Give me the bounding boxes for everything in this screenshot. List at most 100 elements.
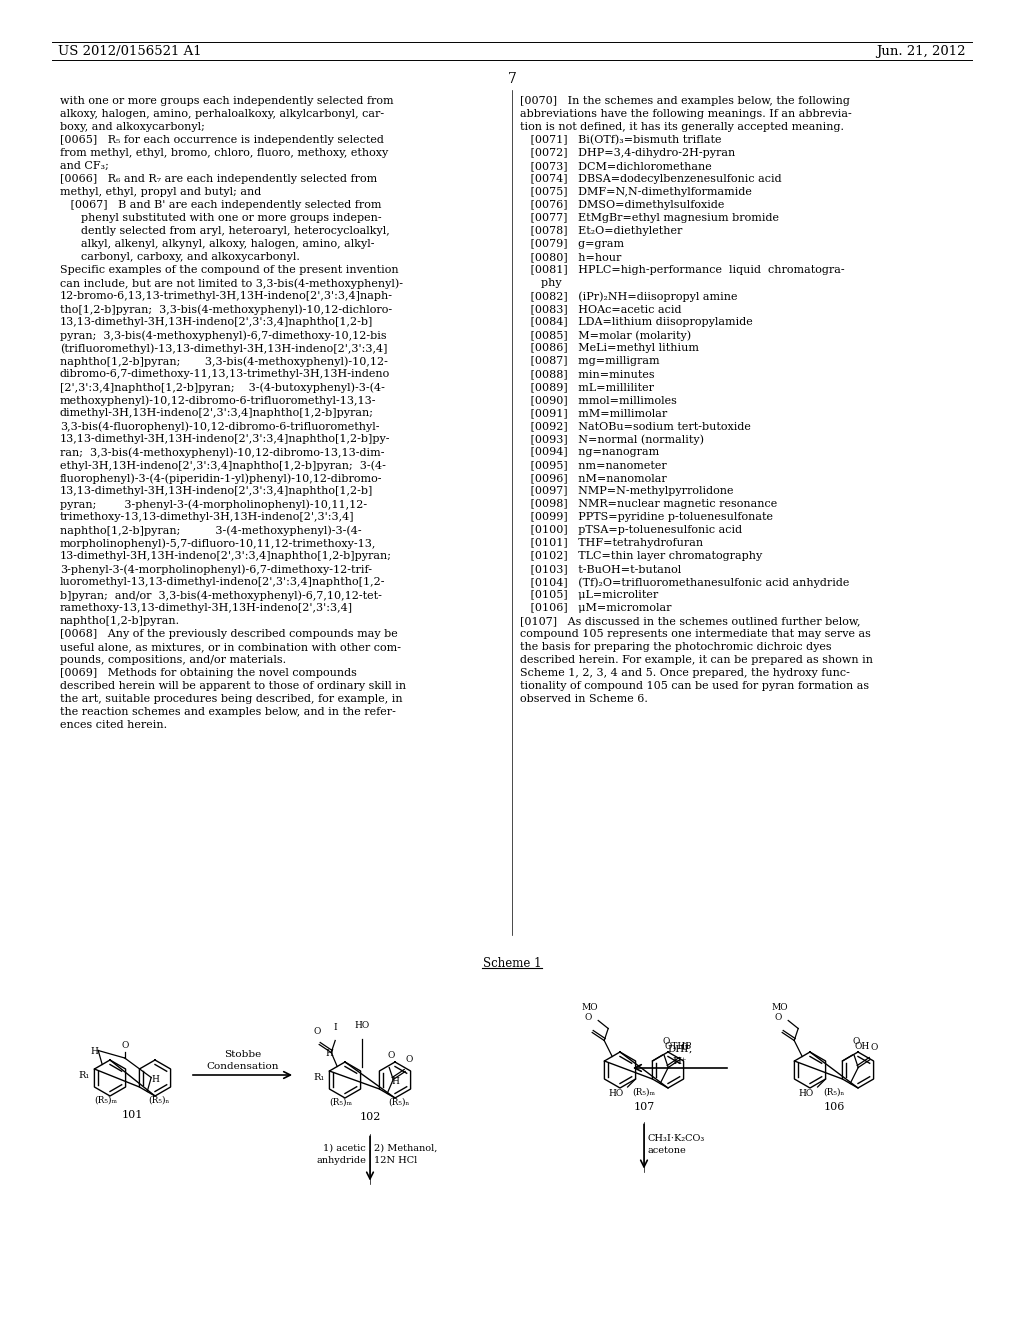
Text: boxy, and alkoxycarbonyl;: boxy, and alkoxycarbonyl; (60, 121, 205, 132)
Text: methyl, ethyl, propyl and butyl; and: methyl, ethyl, propyl and butyl; and (60, 187, 261, 197)
Text: H⁺: H⁺ (673, 1057, 687, 1067)
Text: (R₅)ₘ: (R₅)ₘ (94, 1096, 118, 1105)
Text: CH₃I·K₂CO₃: CH₃I·K₂CO₃ (648, 1134, 706, 1143)
Text: [0095]   nm=nanometer: [0095] nm=nanometer (520, 459, 667, 470)
Text: O: O (681, 1043, 688, 1052)
Text: trimethoxy-13,13-dimethyl-3H,13H-indeno[2',3':3,4]: trimethoxy-13,13-dimethyl-3H,13H-indeno[… (60, 512, 354, 521)
Text: ethyl-3H,13H-indeno[2',3':3,4]naphtho[1,2-b]pyran;  3-(4-: ethyl-3H,13H-indeno[2',3':3,4]naphtho[1,… (60, 459, 386, 470)
Text: [0101]   THF=tetrahydrofuran: [0101] THF=tetrahydrofuran (520, 539, 703, 548)
Text: carbonyl, carboxy, and alkoxycarbonyl.: carbonyl, carboxy, and alkoxycarbonyl. (60, 252, 300, 261)
Text: [0071]   Bi(OTf)₃=bismuth triflate: [0071] Bi(OTf)₃=bismuth triflate (520, 135, 722, 145)
Text: abbreviations have the following meanings. If an abbrevia-: abbreviations have the following meaning… (520, 110, 852, 119)
Text: naphtho[1,2-b]pyran;       3,3-bis(4-methoxyphenyl)-10,12-: naphtho[1,2-b]pyran; 3,3-bis(4-methoxyph… (60, 356, 388, 367)
Text: described herein. For example, it can be prepared as shown in: described herein. For example, it can be… (520, 655, 873, 665)
Text: 106: 106 (823, 1101, 845, 1111)
Text: H: H (90, 1048, 98, 1056)
Text: OTHP: OTHP (665, 1041, 692, 1051)
Text: Scheme 1, 2, 3, 4 and 5. Once prepared, the hydroxy func-: Scheme 1, 2, 3, 4 and 5. Once prepared, … (520, 668, 850, 678)
Text: [0087]   mg=milligram: [0087] mg=milligram (520, 356, 659, 366)
Text: (R₅)ₘ: (R₅)ₘ (633, 1088, 655, 1097)
Text: [0074]   DBSA=dodecylbenzenesulfonic acid: [0074] DBSA=dodecylbenzenesulfonic acid (520, 174, 781, 183)
Text: [0066]   R₆ and R₇ are each independently selected from: [0066] R₆ and R₇ are each independently … (60, 174, 377, 183)
Text: 1) acetic: 1) acetic (324, 1144, 366, 1152)
Text: H: H (326, 1049, 333, 1059)
Text: useful alone, as mixtures, or in combination with other com-: useful alone, as mixtures, or in combina… (60, 642, 401, 652)
Text: with one or more groups each independently selected from: with one or more groups each independent… (60, 96, 393, 106)
Text: [0067]   B and B' are each independently selected from: [0067] B and B' are each independently s… (60, 201, 382, 210)
Text: the reaction schemes and examples below, and in the refer-: the reaction schemes and examples below,… (60, 708, 396, 717)
Text: O: O (313, 1027, 321, 1036)
Text: 102: 102 (359, 1111, 381, 1122)
Text: [0092]   NatOBu=sodium tert-butoxide: [0092] NatOBu=sodium tert-butoxide (520, 421, 751, 432)
Text: [0078]   Et₂O=diethylether: [0078] Et₂O=diethylether (520, 226, 682, 236)
Text: R₁: R₁ (79, 1072, 90, 1081)
Text: O: O (663, 1036, 670, 1045)
Text: HO: HO (608, 1089, 624, 1098)
Text: (R₅)ₙ: (R₅)ₙ (388, 1097, 410, 1106)
Text: I: I (334, 1023, 337, 1032)
Text: HO: HO (799, 1089, 814, 1098)
Text: [0102]   TLC=thin layer chromatography: [0102] TLC=thin layer chromatography (520, 550, 762, 561)
Text: ran;  3,3-bis(4-methoxyphenyl)-10,12-dibromo-13,13-dim-: ran; 3,3-bis(4-methoxyphenyl)-10,12-dibr… (60, 447, 384, 458)
Text: [0086]   MeLi=methyl lithium: [0086] MeLi=methyl lithium (520, 343, 699, 352)
Text: naphtho[1,2-b]pyran.: naphtho[1,2-b]pyran. (60, 616, 180, 626)
Text: [0076]   DMSO=dimethylsulfoxide: [0076] DMSO=dimethylsulfoxide (520, 201, 724, 210)
Text: fluorophenyl)-3-(4-(piperidin-1-yl)phenyl)-10,12-dibromo-: fluorophenyl)-3-(4-(piperidin-1-yl)pheny… (60, 473, 383, 483)
Text: (R₅)ₙ: (R₅)ₙ (823, 1088, 845, 1097)
Text: alkyl, alkenyl, alkynyl, alkoxy, halogen, amino, alkyl-: alkyl, alkenyl, alkynyl, alkoxy, halogen… (60, 239, 375, 249)
Text: 13,13-dimethyl-3H,13H-indeno[2',3':3,4]naphtho[1,2-b]: 13,13-dimethyl-3H,13H-indeno[2',3':3,4]n… (60, 486, 374, 496)
Text: H: H (152, 1074, 159, 1084)
Text: [0084]   LDA=lithium diisopropylamide: [0084] LDA=lithium diisopropylamide (520, 317, 753, 327)
Text: [0104]   (Tf)₂O=trifluoromethanesulfonic acid anhydride: [0104] (Tf)₂O=trifluoromethanesulfonic a… (520, 577, 849, 587)
Text: R₁: R₁ (313, 1073, 325, 1082)
Text: [0093]   N=normal (normality): [0093] N=normal (normality) (520, 434, 705, 445)
Text: [0099]   PPTS=pyridine p-toluenesulfonate: [0099] PPTS=pyridine p-toluenesulfonate (520, 512, 773, 521)
Text: O: O (774, 1014, 782, 1023)
Text: tion is not defined, it has its generally accepted meaning.: tion is not defined, it has its generall… (520, 121, 844, 132)
Text: [0077]   EtMgBr=ethyl magnesium bromide: [0077] EtMgBr=ethyl magnesium bromide (520, 213, 779, 223)
Text: Jun. 21, 2012: Jun. 21, 2012 (877, 45, 966, 58)
Text: [0089]   mL=milliliter: [0089] mL=milliliter (520, 381, 654, 392)
Text: pounds, compositions, and/or materials.: pounds, compositions, and/or materials. (60, 655, 286, 665)
Text: can include, but are not limited to 3,3-bis(4-methoxyphenyl)-: can include, but are not limited to 3,3-… (60, 279, 403, 289)
Text: [0075]   DMF=N,N-dimethylformamide: [0075] DMF=N,N-dimethylformamide (520, 187, 752, 197)
Text: 107: 107 (634, 1101, 654, 1111)
Text: OH: OH (854, 1041, 869, 1051)
Text: O: O (121, 1041, 128, 1049)
Text: [0090]   mmol=millimoles: [0090] mmol=millimoles (520, 395, 677, 405)
Text: Stobbe: Stobbe (224, 1049, 261, 1059)
Text: [0098]   NMR=nuclear magnetic resonance: [0098] NMR=nuclear magnetic resonance (520, 499, 777, 510)
Text: [0106]   μM=micromolar: [0106] μM=micromolar (520, 603, 672, 612)
Text: anhydride: anhydride (316, 1156, 366, 1166)
Text: [0097]   NMP=N-methylpyrrolidone: [0097] NMP=N-methylpyrrolidone (520, 486, 733, 496)
Text: 13,13-dimethyl-3H,13H-indeno[2',3':3,4]naphtho[1,2-b]py-: 13,13-dimethyl-3H,13H-indeno[2',3':3,4]n… (60, 434, 390, 444)
Text: [0065]   R₅ for each occurrence is independently selected: [0065] R₅ for each occurrence is indepen… (60, 135, 384, 145)
Text: 12-bromo-6,13,13-trimethyl-3H,13H-indeno[2',3':3,4]naph-: 12-bromo-6,13,13-trimethyl-3H,13H-indeno… (60, 290, 393, 301)
Text: methoxyphenyl)-10,12-dibromo-6-trifluoromethyl-13,13-: methoxyphenyl)-10,12-dibromo-6-trifluoro… (60, 395, 377, 405)
Text: [0107]   As discussed in the schemes outlined further below,: [0107] As discussed in the schemes outli… (520, 616, 860, 626)
Text: [0100]   pTSA=p-toluenesulfonic acid: [0100] pTSA=p-toluenesulfonic acid (520, 525, 742, 535)
Text: pyran;        3-phenyl-3-(4-morpholinophenyl)-10,11,12-: pyran; 3-phenyl-3-(4-morpholinophenyl)-1… (60, 499, 368, 510)
Text: [0072]   DHP=3,4-dihydro-2H-pyran: [0072] DHP=3,4-dihydro-2H-pyran (520, 148, 735, 158)
Text: dently selected from aryl, heteroaryl, heterocycloalkyl,: dently selected from aryl, heteroaryl, h… (60, 226, 390, 236)
Text: MO: MO (582, 1003, 598, 1012)
Text: acetone: acetone (648, 1146, 687, 1155)
Text: naphtho[1,2-b]pyran;          3-(4-methoxyphenyl)-3-(4-: naphtho[1,2-b]pyran; 3-(4-methoxyphenyl)… (60, 525, 361, 536)
Text: ramethoxy-13,13-dimethyl-3H,13H-indeno[2',3':3,4]: ramethoxy-13,13-dimethyl-3H,13H-indeno[2… (60, 603, 353, 612)
Text: [0091]   mM=millimolar: [0091] mM=millimolar (520, 408, 668, 418)
Text: MO: MO (772, 1003, 788, 1012)
Text: [0083]   HOAc=acetic acid: [0083] HOAc=acetic acid (520, 304, 682, 314)
Text: (R₅)ₙ: (R₅)ₙ (148, 1096, 170, 1105)
Text: [0080]   h=hour: [0080] h=hour (520, 252, 622, 261)
Text: pyran;  3,3-bis(4-methoxyphenyl)-6,7-dimethoxy-10,12-bis: pyran; 3,3-bis(4-methoxyphenyl)-6,7-dime… (60, 330, 387, 341)
Text: dimethyl-3H,13H-indeno[2',3':3,4]naphtho[1,2-b]pyran;: dimethyl-3H,13H-indeno[2',3':3,4]naphtho… (60, 408, 374, 418)
Text: luoromethyl-13,13-dimethyl-indeno[2',3':3,4]naphtho[1,2-: luoromethyl-13,13-dimethyl-indeno[2',3':… (60, 577, 385, 587)
Text: tho[1,2-b]pyran;  3,3-bis(4-methoxyphenyl)-10,12-dichloro-: tho[1,2-b]pyran; 3,3-bis(4-methoxyphenyl… (60, 304, 392, 314)
Text: alkoxy, halogen, amino, perhaloalkoxy, alkylcarbonyl, car-: alkoxy, halogen, amino, perhaloalkoxy, a… (60, 110, 384, 119)
Text: 3,3-bis(4-fluorophenyl)-10,12-dibromo-6-trifluoromethyl-: 3,3-bis(4-fluorophenyl)-10,12-dibromo-6-… (60, 421, 380, 432)
Text: described herein will be apparent to those of ordinary skill in: described herein will be apparent to tho… (60, 681, 407, 690)
Text: DHP,: DHP, (668, 1045, 692, 1053)
Text: O: O (406, 1055, 413, 1064)
Text: the art, suitable procedures being described, for example, in: the art, suitable procedures being descr… (60, 694, 402, 704)
Text: b]pyran;  and/or  3,3-bis(4-methoxyphenyl)-6,7,10,12-tet-: b]pyran; and/or 3,3-bis(4-methoxyphenyl)… (60, 590, 382, 601)
